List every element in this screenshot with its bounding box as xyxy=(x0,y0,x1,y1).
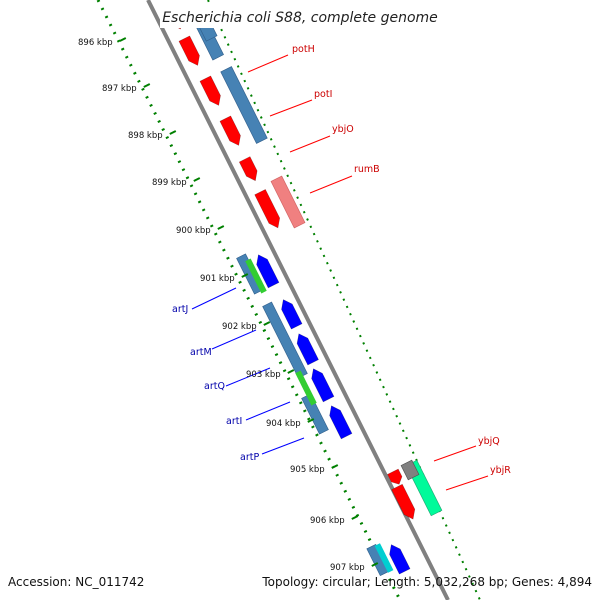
gene-block-green xyxy=(245,258,267,294)
tick-mark xyxy=(331,464,339,469)
label-leader xyxy=(191,287,237,310)
inner-dotted-guide xyxy=(96,0,402,601)
gene-label-ybjQ[interactable]: ybjQ xyxy=(478,436,500,447)
label-leader xyxy=(289,135,331,153)
gene-block-cyan xyxy=(374,543,394,573)
label-leader xyxy=(433,445,477,462)
forward-gene-arrow xyxy=(199,75,221,106)
tick-label: 897 kbp xyxy=(102,84,137,94)
reverse-gene-arrow xyxy=(256,254,280,289)
label-leader xyxy=(211,329,257,350)
tick-label: 899 kbp xyxy=(152,178,187,188)
gene-label-rumB[interactable]: rumB xyxy=(354,164,380,175)
gene-label-ybjO[interactable]: ybjO xyxy=(332,124,354,135)
gene-block xyxy=(220,66,268,144)
gene-label-artP[interactable]: artP xyxy=(240,452,259,463)
title-background xyxy=(160,4,440,28)
forward-gene-arrow xyxy=(387,468,403,485)
gene-label-artI[interactable]: artI xyxy=(226,416,242,427)
gene-block-gray xyxy=(400,459,420,481)
tick-mark xyxy=(351,515,359,520)
accession-text: Accession: NC_011742 xyxy=(8,575,144,589)
tick-mark xyxy=(263,321,271,326)
tick-label: 900 kbp xyxy=(176,226,211,236)
tick-label: 896 kbp xyxy=(78,38,113,48)
gene-block xyxy=(301,393,329,435)
label-leader xyxy=(261,437,305,455)
tick-mark xyxy=(307,418,315,423)
gene-label-artQ[interactable]: artQ xyxy=(204,381,225,392)
label-leader xyxy=(245,401,291,421)
label-leader xyxy=(269,99,313,117)
tick-mark xyxy=(119,37,127,42)
tick-mark xyxy=(241,273,249,278)
label-leader xyxy=(225,367,271,387)
gene-block-light xyxy=(270,175,306,229)
gene-block-green xyxy=(295,370,317,406)
forward-gene-arrow xyxy=(254,189,280,229)
forward-gene-arrow xyxy=(219,115,241,146)
outer-dotted-guide xyxy=(207,0,481,601)
reverse-gene-arrow xyxy=(311,368,335,403)
gene-label-potH[interactable]: potH xyxy=(292,44,315,55)
map-title: Escherichia coli S88, complete genome xyxy=(162,10,438,26)
tick-mark xyxy=(193,177,201,182)
tick-label: 904 kbp xyxy=(266,419,301,429)
label-leaders xyxy=(191,54,489,491)
reverse-gene-arrow xyxy=(389,544,411,575)
tick-label: 898 kbp xyxy=(128,131,163,141)
gene-label-artJ[interactable]: artJ xyxy=(172,304,188,315)
gene-label-artM[interactable]: artM xyxy=(190,347,212,358)
tick-labels: 896 kbp 897 kbp 898 kbp 899 kbp 900 kbp 901 k… xyxy=(78,37,379,573)
forward-gene-arrow xyxy=(238,156,258,182)
tick-mark xyxy=(217,225,225,230)
forward-gene-arrow xyxy=(391,483,416,520)
gene-features xyxy=(165,8,443,577)
tick-mark xyxy=(143,83,151,88)
reverse-gene-arrow xyxy=(296,333,319,366)
tick-label: 906 kbp xyxy=(310,516,345,526)
gene-labels: potH potI ybjO rumB ybjQ ybjR artJ artM artQ artI… xyxy=(172,44,511,476)
tick-mark xyxy=(371,562,379,567)
tick-mark xyxy=(169,130,177,135)
dotted-guides xyxy=(96,0,481,601)
tick-label: 902 kbp xyxy=(222,322,257,332)
gene-label-potI[interactable]: potI xyxy=(314,89,332,100)
forward-gene-arrow xyxy=(178,35,200,66)
tick-label: 903 kbp xyxy=(246,370,281,380)
gene-label-ybjR[interactable]: ybjR xyxy=(490,465,511,476)
genome-summary-text: Topology: circular; Length: 5,032,268 bp… xyxy=(261,575,592,589)
tick-mark xyxy=(287,369,295,374)
tick-label: 907 kbp xyxy=(330,563,365,573)
label-leader xyxy=(445,475,489,491)
tick-label: 901 kbp xyxy=(200,274,235,284)
tick-label: 905 kbp xyxy=(290,465,325,475)
reverse-gene-arrow xyxy=(329,405,353,440)
label-leader xyxy=(247,54,289,73)
reverse-gene-arrow xyxy=(281,299,303,330)
label-leader xyxy=(309,175,353,194)
